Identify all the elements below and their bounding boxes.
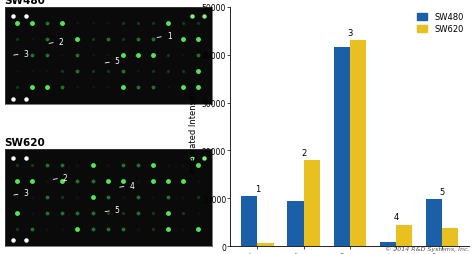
- Text: 3: 3: [14, 189, 28, 198]
- Bar: [350, 41, 366, 246]
- Text: 5: 5: [105, 57, 120, 66]
- Text: 5: 5: [105, 205, 120, 214]
- Bar: [396, 225, 412, 246]
- Text: 3: 3: [14, 49, 28, 58]
- Bar: [287, 201, 303, 246]
- Text: 2: 2: [53, 173, 68, 182]
- Bar: [334, 48, 350, 246]
- Bar: [241, 196, 257, 246]
- Y-axis label: Integrated Intensities: Integrated Intensities: [189, 82, 198, 172]
- Text: 5: 5: [439, 187, 445, 196]
- Bar: [426, 200, 442, 246]
- Legend: SW480, SW620: SW480, SW620: [416, 12, 465, 36]
- Text: SW480: SW480: [5, 0, 46, 6]
- Text: 4: 4: [393, 213, 399, 221]
- Text: © 2014 R&D Systems, Inc.: © 2014 R&D Systems, Inc.: [385, 246, 469, 251]
- Text: 3: 3: [347, 29, 353, 38]
- Text: 4: 4: [119, 181, 134, 190]
- Text: SW620: SW620: [5, 137, 46, 148]
- Text: 1: 1: [157, 32, 172, 41]
- Text: 2: 2: [301, 148, 306, 157]
- Text: 1: 1: [255, 184, 260, 193]
- Bar: [257, 244, 273, 246]
- Bar: [380, 242, 396, 246]
- Text: 2: 2: [49, 38, 64, 47]
- Bar: [442, 228, 458, 246]
- Bar: [303, 161, 320, 246]
